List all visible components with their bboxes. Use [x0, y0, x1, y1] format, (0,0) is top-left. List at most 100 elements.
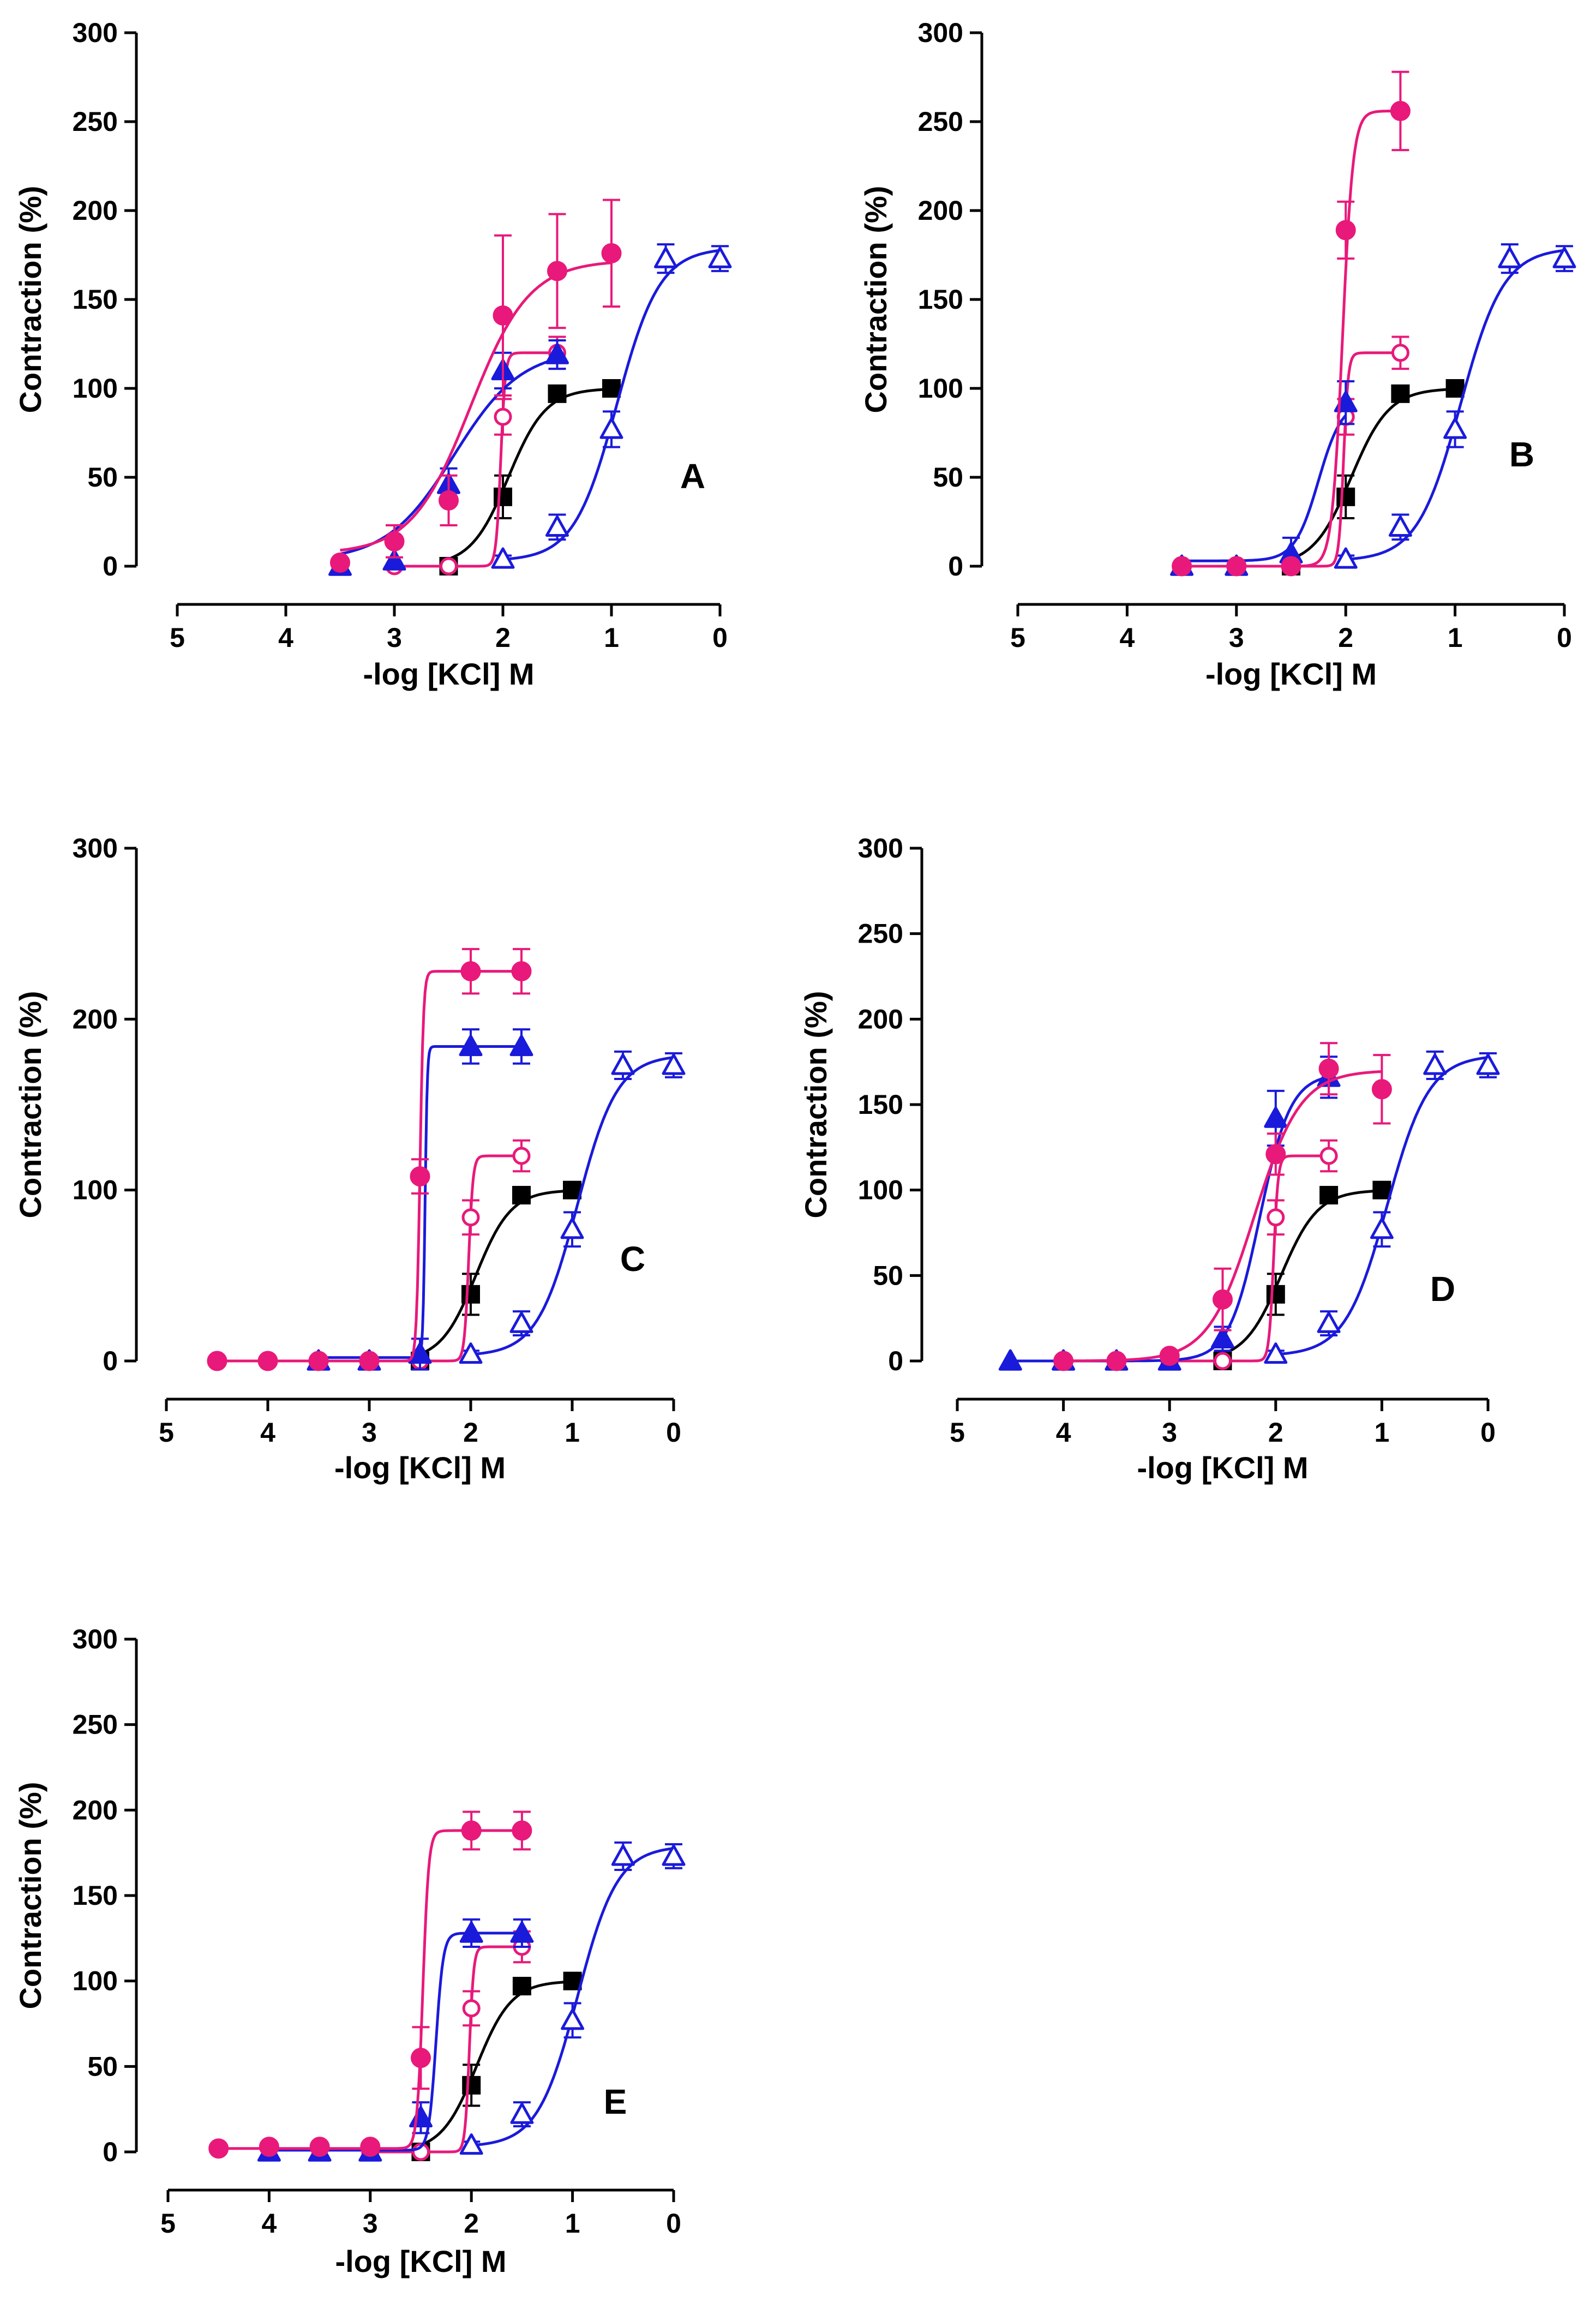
data-point — [512, 1977, 531, 1996]
data-point — [459, 1034, 483, 1057]
data-point — [1371, 1079, 1392, 1100]
x-tick-label: 0 — [1480, 1417, 1496, 1448]
data-point — [1391, 344, 1409, 362]
x-axis-title: -log [KCl] M — [1137, 1450, 1308, 1485]
data-point — [208, 2138, 229, 2159]
x-tick-label: 5 — [1010, 622, 1025, 653]
data-point — [1372, 1180, 1391, 1200]
x-tick-label: 5 — [160, 2208, 176, 2239]
data-point — [561, 2008, 585, 2030]
data-point — [1211, 1327, 1234, 1348]
x-tick-label: 1 — [565, 2208, 580, 2239]
data-point — [1476, 1053, 1500, 1075]
y-axis-title: Contraction (%) — [13, 1782, 47, 2010]
series-closed-triangle — [257, 1918, 534, 2162]
data-point — [1390, 100, 1411, 121]
x-tick-label: 2 — [495, 622, 511, 653]
data-point — [611, 1053, 635, 1075]
data-point — [1336, 487, 1355, 506]
y-axis-title: Contraction (%) — [799, 991, 833, 1219]
data-point — [462, 2076, 481, 2095]
data-point — [1443, 417, 1467, 439]
x-axis-title: -log [KCl] M — [334, 1450, 506, 1485]
data-point — [1266, 1285, 1285, 1304]
panel-label: D — [1430, 1269, 1455, 1309]
data-point — [1318, 1058, 1339, 1079]
fit-curve — [1236, 351, 1401, 568]
data-point — [493, 305, 513, 326]
data-point — [547, 261, 567, 281]
y-tick-label: 50 — [933, 462, 963, 493]
data-point — [411, 2048, 431, 2068]
fit-curve — [269, 1932, 522, 2152]
x-tick-label: 5 — [170, 622, 185, 653]
y-tick-label: 100 — [73, 1175, 118, 1206]
fit-curve — [394, 351, 557, 568]
fit-curve — [419, 1189, 572, 1356]
x-tick-label: 1 — [604, 622, 619, 653]
data-point — [512, 1147, 531, 1165]
fit-curve — [370, 1945, 522, 2154]
data-point — [1264, 1342, 1288, 1364]
x-tick-label: 2 — [463, 1417, 478, 1448]
data-point — [1172, 556, 1192, 577]
data-point — [359, 1351, 380, 1371]
fit-curve — [471, 1847, 674, 2147]
fit-curve — [1291, 387, 1455, 561]
x-tick-label: 0 — [712, 622, 728, 653]
x-tick-label: 4 — [260, 1417, 275, 1448]
data-point — [611, 1844, 635, 1866]
y-tick-label: 300 — [858, 833, 903, 863]
y-tick-label: 100 — [73, 373, 118, 404]
y-axis-title: Contraction (%) — [13, 186, 47, 413]
data-point — [1159, 1346, 1180, 1366]
data-point — [654, 247, 677, 268]
panel-label: B — [1509, 435, 1534, 474]
data-point — [1388, 515, 1412, 537]
fit-curve — [1181, 110, 1401, 568]
series-open-triangle — [491, 243, 732, 569]
y-tick-label: 150 — [858, 1089, 903, 1120]
series-open-triangle — [459, 1050, 686, 1364]
data-point — [409, 2106, 433, 2128]
data-point — [309, 2137, 330, 2157]
y-tick-label: 300 — [73, 1624, 118, 1654]
x-tick-label: 2 — [1268, 1417, 1283, 1448]
x-tick-label: 2 — [464, 2208, 479, 2239]
y-tick-label: 0 — [948, 551, 963, 581]
data-point — [382, 549, 406, 571]
y-tick-label: 250 — [858, 919, 903, 949]
data-point — [998, 1349, 1022, 1371]
y-tick-label: 100 — [73, 1966, 118, 1996]
y-tick-label: 200 — [73, 195, 118, 226]
x-tick-label: 5 — [950, 1417, 965, 1448]
series-open-triangle — [1264, 1050, 1500, 1364]
y-tick-label: 0 — [103, 2137, 118, 2167]
data-point — [560, 1218, 584, 1239]
data-point — [1226, 556, 1247, 577]
panel-C: 0 100 200 300 5 4 3 2 1 0 -log [KCl] M Contraction … — [13, 833, 686, 1485]
data-point — [545, 515, 569, 537]
data-point — [494, 487, 512, 506]
data-point — [1334, 547, 1358, 569]
x-tick-label: 3 — [362, 1417, 377, 1448]
fit-curve — [1169, 1154, 1329, 1363]
y-tick-label: 150 — [73, 284, 118, 315]
panel-D: 0 50 100 150 200 250 300 5 4 3 2 1 0 -log [KCl] M Cont… — [799, 833, 1500, 1485]
y-tick-label: 300 — [918, 17, 963, 48]
x-axis-title: -log [KCl] M — [363, 657, 534, 691]
series-closed-triangle — [1170, 380, 1358, 576]
fit-curve — [340, 261, 612, 552]
data-point — [662, 1844, 686, 1866]
x-tick-label: 5 — [159, 1417, 174, 1448]
panel-label: E — [604, 2082, 627, 2121]
data-point — [602, 379, 621, 398]
data-point — [1445, 379, 1465, 398]
y-tick-label: 200 — [918, 195, 963, 226]
data-point — [509, 1311, 533, 1333]
data-point — [599, 417, 623, 439]
data-point — [461, 1208, 480, 1227]
data-point — [708, 247, 732, 268]
data-point — [459, 2133, 483, 2155]
